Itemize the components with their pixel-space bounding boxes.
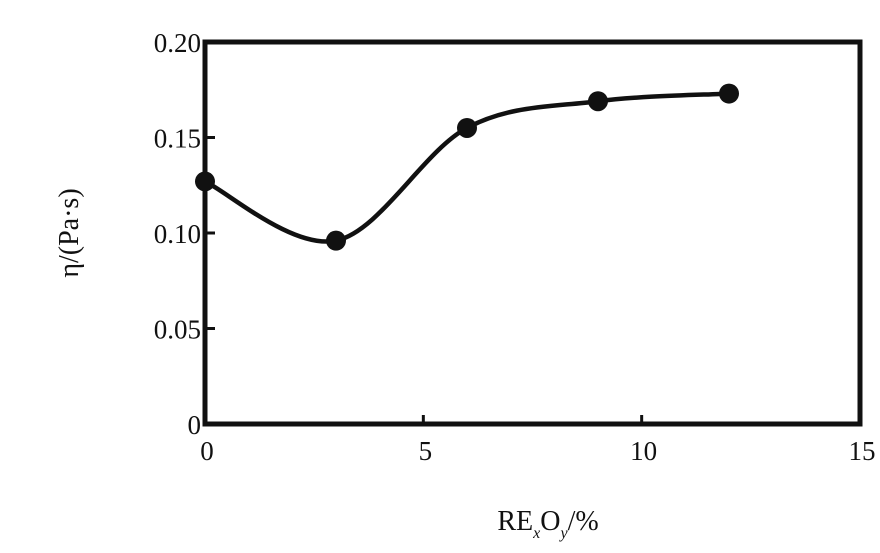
y-tick-label: 0 bbox=[188, 410, 202, 440]
x-axis-title: RExOy/% bbox=[497, 506, 598, 542]
plot-frame bbox=[202, 39, 863, 427]
y-tick-label: 0.10 bbox=[154, 219, 201, 249]
series-line bbox=[202, 91, 732, 244]
y-axis-title: η/(Pa·s) bbox=[54, 188, 85, 277]
data-point-marker bbox=[195, 171, 215, 192]
y-tick-label: 0.15 bbox=[154, 124, 201, 154]
x-axis: 0 5 10 15 bbox=[200, 415, 876, 466]
x-tick-label: 0 bbox=[200, 436, 214, 466]
y-tick-label: 0.05 bbox=[154, 315, 201, 345]
data-point-marker bbox=[588, 91, 608, 112]
x-tick-label: 5 bbox=[419, 436, 433, 466]
data-point-marker bbox=[326, 230, 346, 251]
data-point-marker bbox=[719, 83, 739, 104]
x-tick-label: 10 bbox=[630, 436, 657, 466]
x-title-sub2: y bbox=[558, 525, 568, 542]
y-axis: 0 0.05 0.10 0.15 0.20 bbox=[154, 28, 215, 440]
x-tick-label: 15 bbox=[849, 436, 876, 466]
x-title-base: RE bbox=[497, 506, 533, 537]
x-title-suffix: /% bbox=[568, 506, 599, 537]
data-point-marker bbox=[457, 117, 477, 138]
y-tick-label: 0.20 bbox=[154, 28, 201, 58]
x-title-mid: O bbox=[540, 506, 560, 537]
series-markers bbox=[195, 83, 739, 251]
x-title-sub1: x bbox=[532, 525, 540, 542]
